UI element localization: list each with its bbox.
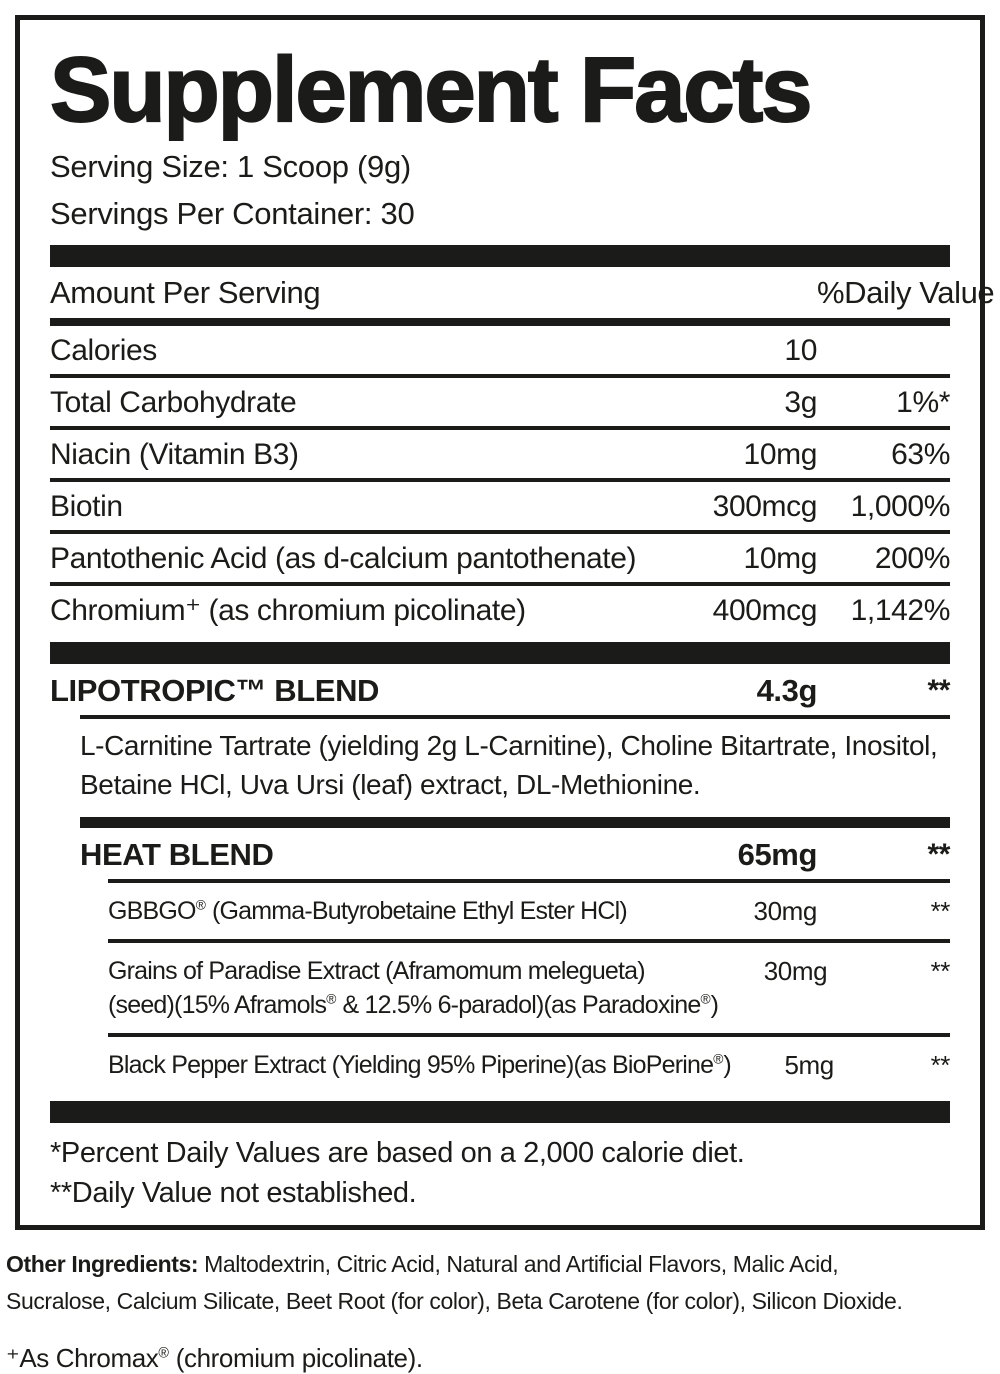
nutrient-amount: 300mcg bbox=[712, 489, 818, 523]
nutrient-dv: 200% bbox=[874, 541, 951, 575]
blend-name: HEAT BLEND bbox=[80, 836, 274, 872]
nutrient-amount: 10mg bbox=[743, 437, 818, 471]
nutrient-amount: 400mcg bbox=[712, 593, 818, 627]
row-divider bbox=[50, 477, 950, 482]
ingredient-amount: 5mg bbox=[784, 1049, 834, 1080]
other-ingredients-text1: Maltodextrin, Citric Acid, Natural and A… bbox=[198, 1250, 839, 1277]
nutrient-dv: 1%* bbox=[896, 385, 950, 419]
ingredient-amount: 30mg bbox=[763, 955, 828, 986]
ingredient-dv: ** bbox=[930, 895, 951, 926]
nutrient-name: Total Carbohydrate bbox=[50, 385, 297, 419]
nutrient-row-biotin: Biotin 300mcg 1,000% bbox=[50, 482, 950, 530]
blend-amount: 65mg bbox=[737, 836, 818, 872]
blend-name: LIPOTROPIC™ BLEND bbox=[50, 672, 380, 708]
nutrient-row-pantothenic-acid: Pantothenic Acid (as d-calcium pantothen… bbox=[50, 534, 950, 582]
column-header-row: Amount Per Serving %Daily Value bbox=[50, 267, 995, 318]
nutrient-row-calories: Calories 10 bbox=[50, 326, 950, 374]
ingredient-name-line2: (seed)(15% Aframols® & 12.5% 6-paradol)(… bbox=[108, 990, 719, 1019]
section-bar-footnotes bbox=[50, 1100, 950, 1123]
header-divider-bar bbox=[50, 317, 950, 326]
below-panel-text: Other Ingredients: Maltodextrin, Citric … bbox=[6, 1246, 994, 1374]
heat-blend-row: HEAT BLEND 65mg ** bbox=[80, 828, 950, 879]
ingredient-name: Black Pepper Extract (Yielding 95% Piper… bbox=[108, 1050, 732, 1079]
nutrient-row-chromium: Chromium⁺ (as chromium picolinate) 400mc… bbox=[50, 586, 950, 634]
other-ingredients-label: Other Ingredients: bbox=[6, 1250, 199, 1277]
nutrient-row-carbohydrate: Total Carbohydrate 3g 1%* bbox=[50, 378, 950, 426]
chromax-note: ⁺As Chromax® (chromium picolinate). bbox=[6, 1342, 423, 1373]
supplement-facts-panel: Supplement Facts Serving Size: 1 Scoop (… bbox=[15, 15, 995, 1230]
blend-dv: ** bbox=[927, 673, 950, 707]
nutrient-name: Pantothenic Acid (as d-calcium pantothen… bbox=[50, 541, 637, 575]
row-divider bbox=[108, 878, 950, 883]
nutrient-name: Chromium⁺ (as chromium picolinate) bbox=[50, 593, 526, 627]
footnotes: *Percent Daily Values are based on a 2,0… bbox=[50, 1133, 950, 1213]
percent-dv-footnote: *Percent Daily Values are based on a 2,0… bbox=[50, 1136, 745, 1169]
nutrient-dv: 1,142% bbox=[850, 593, 951, 627]
nutrient-amount: 10 bbox=[784, 333, 817, 367]
other-ingredients-line1: Other Ingredients: Maltodextrin, Citric … bbox=[6, 1246, 994, 1283]
other-ingredients-line2: Sucralose, Calcium Silicate, Beet Root (… bbox=[6, 1287, 903, 1314]
ingredient-name: Grains of Paradise Extract (Aframomum me… bbox=[108, 954, 719, 1022]
servings-per-container: Servings Per Container: 30 bbox=[50, 195, 415, 231]
row-divider bbox=[50, 373, 950, 378]
section-bar-top bbox=[50, 244, 950, 267]
ingredient-dv: ** bbox=[930, 955, 951, 986]
serving-size: Serving Size: 1 Scoop (9g) bbox=[50, 148, 411, 184]
row-divider bbox=[50, 529, 950, 534]
heat-item-row-grains-of-paradise: Grains of Paradise Extract (Aframomum me… bbox=[108, 943, 950, 1033]
nutrient-name: Niacin (Vitamin B3) bbox=[50, 437, 299, 471]
blend-amount: 4.3g bbox=[756, 672, 818, 708]
heat-item-row-black-pepper: Black Pepper Extract (Yielding 95% Piper… bbox=[108, 1037, 950, 1093]
heat-item-row-gbbgo: GBBGO® (Gamma-Butyrobetaine Ethyl Ester … bbox=[108, 883, 950, 939]
row-divider bbox=[50, 581, 950, 586]
row-divider bbox=[80, 714, 950, 719]
dv-not-established-footnote: **Daily Value not established. bbox=[50, 1176, 417, 1209]
amount-per-serving-label: Amount Per Serving bbox=[50, 274, 321, 310]
blend-dv: ** bbox=[927, 837, 950, 871]
nutrient-row-niacin: Niacin (Vitamin B3) 10mg 63% bbox=[50, 430, 950, 478]
lipotropic-blend-ingredients: L-Carnitine Tartrate (yielding 2g L-Carn… bbox=[80, 729, 938, 800]
section-bar-blends bbox=[50, 641, 950, 664]
panel-title: Supplement Facts bbox=[49, 39, 813, 141]
row-divider bbox=[108, 1032, 950, 1037]
row-divider bbox=[50, 425, 950, 430]
nutrient-dv: 1,000% bbox=[850, 489, 951, 523]
nutrient-dv: 63% bbox=[891, 437, 950, 471]
nutrient-name: Calories bbox=[50, 333, 157, 367]
daily-value-label: %Daily Value bbox=[817, 274, 995, 310]
nutrient-name: Biotin bbox=[50, 489, 123, 523]
ingredient-amount: 30mg bbox=[753, 895, 818, 926]
ingredient-name-line1: Grains of Paradise Extract (Aframomum me… bbox=[108, 956, 646, 985]
heat-blend-bar bbox=[80, 816, 950, 828]
ingredient-dv: ** bbox=[930, 1049, 951, 1080]
nutrient-amount: 10mg bbox=[743, 541, 818, 575]
nutrient-amount: 3g bbox=[784, 385, 817, 419]
row-divider bbox=[108, 938, 950, 943]
lipotropic-blend-row: LIPOTROPIC™ BLEND 4.3g ** bbox=[50, 664, 950, 715]
ingredient-name: GBBGO® (Gamma-Butyrobetaine Ethyl Ester … bbox=[108, 896, 628, 925]
